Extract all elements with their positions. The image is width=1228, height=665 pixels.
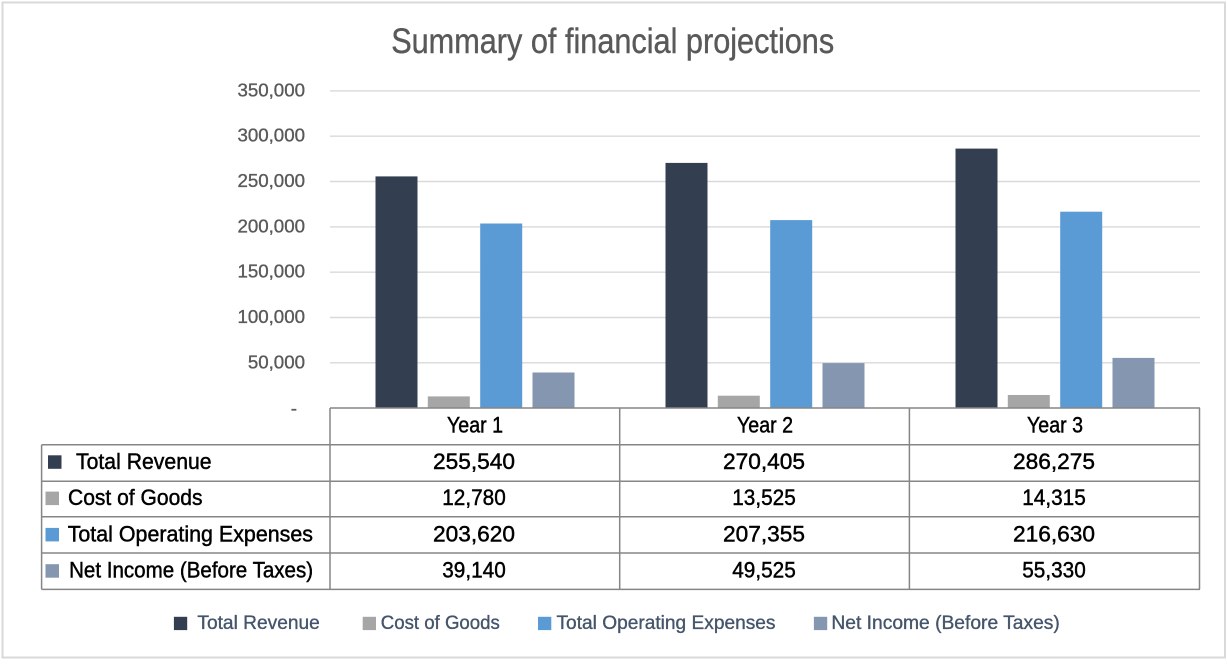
svg-text:12,780: 12,780 [442,485,506,510]
svg-text:14,315: 14,315 [1022,485,1086,510]
svg-text:216,630: 216,630 [1013,521,1095,546]
svg-text:Net Income (Before Taxes): Net Income (Before Taxes) [831,612,1059,634]
svg-text:-: - [291,398,297,419]
svg-text:13,525: 13,525 [732,485,796,510]
svg-text:Net Income (Before Taxes): Net Income (Before Taxes) [69,558,313,583]
svg-text:Total Operating Expenses: Total Operating Expenses [68,521,313,546]
svg-text:150,000: 150,000 [237,261,305,282]
svg-text:Total Operating Expenses: Total Operating Expenses [557,612,776,634]
svg-text:203,620: 203,620 [433,521,515,546]
svg-text:286,275: 286,275 [1013,449,1095,474]
svg-text:Summary of financial projectio: Summary of financial projections [391,22,834,61]
svg-text:Cost of Goods: Cost of Goods [381,612,500,634]
svg-text:100,000: 100,000 [237,306,305,327]
svg-text:Year 1: Year 1 [447,413,503,438]
svg-text:200,000: 200,000 [237,215,305,236]
svg-text:350,000: 350,000 [237,79,305,100]
svg-text:39,140: 39,140 [442,558,506,583]
svg-text:300,000: 300,000 [237,125,305,146]
svg-text:55,330: 55,330 [1022,558,1086,583]
svg-text:50,000: 50,000 [248,351,305,372]
svg-text:250,000: 250,000 [237,170,305,191]
svg-text:207,355: 207,355 [723,521,805,546]
svg-text:49,525: 49,525 [732,558,796,583]
svg-text:270,405: 270,405 [723,449,805,474]
svg-text:Year 3: Year 3 [1027,413,1083,438]
svg-text:Cost of Goods: Cost of Goods [68,485,203,510]
svg-text:Total Revenue: Total Revenue [76,449,212,474]
svg-text:Total Revenue: Total Revenue [197,612,319,634]
svg-text:255,540: 255,540 [433,449,515,474]
svg-text:Year 2: Year 2 [737,413,793,438]
